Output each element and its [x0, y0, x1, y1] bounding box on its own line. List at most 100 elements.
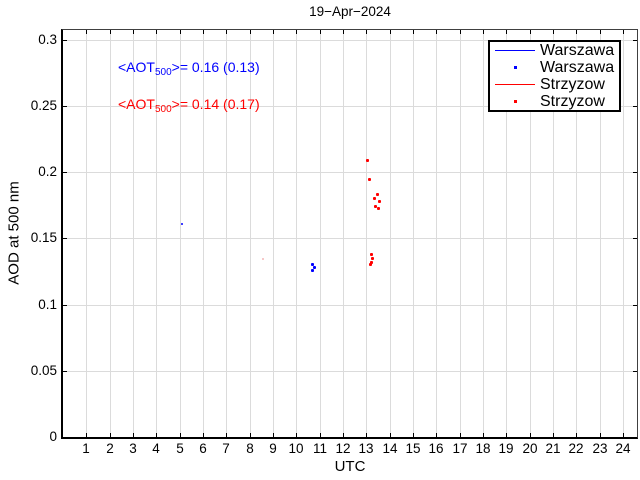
data-point — [374, 205, 378, 209]
data-point — [313, 266, 317, 270]
gridline — [63, 171, 637, 173]
data-point — [377, 200, 381, 204]
x-tick-mark — [482, 433, 484, 437]
x-tick-label: 5 — [176, 441, 184, 456]
y-tick-label: 0.05 — [30, 363, 57, 378]
x-tick-label: 17 — [452, 441, 468, 456]
gridline — [552, 30, 554, 437]
y-tick-mark — [63, 370, 67, 372]
legend-label: Warszawa — [540, 41, 615, 59]
y-tick-mark — [63, 171, 67, 173]
x-tick-mark — [552, 30, 554, 34]
x-tick-mark — [459, 30, 461, 34]
gridline — [63, 370, 637, 372]
x-tick-label: 21 — [545, 441, 561, 456]
gridline — [63, 237, 637, 239]
y-tick-mark — [633, 171, 637, 173]
x-tick-label: 23 — [592, 441, 608, 456]
y-tick-mark — [63, 304, 67, 306]
x-tick-mark — [529, 30, 531, 34]
x-tick-mark — [365, 30, 367, 34]
x-tick-label: 19 — [498, 441, 514, 456]
legend-dot-icon — [513, 100, 517, 103]
gridline — [63, 304, 637, 306]
x-tick-label: 7 — [222, 441, 230, 456]
x-tick-mark — [435, 433, 437, 437]
x-tick-mark — [249, 433, 251, 437]
gridline — [249, 30, 251, 437]
legend-line-sample — [490, 50, 540, 51]
data-point — [367, 177, 371, 181]
legend-dot-sample — [490, 100, 540, 103]
gridline — [622, 30, 624, 437]
gridline — [225, 30, 227, 437]
annotation-text: <AOT — [118, 96, 155, 112]
x-tick-mark — [389, 433, 391, 437]
legend-line-icon — [495, 84, 535, 85]
x-tick-label: 22 — [568, 441, 584, 456]
annotation-text: >= 0.16 (0.13) — [171, 59, 260, 75]
x-tick-mark — [109, 30, 111, 34]
legend-entry: Warszawa — [490, 58, 619, 76]
legend-entry: Strzyzow — [490, 93, 619, 110]
x-tick-mark — [295, 433, 297, 437]
x-tick-label: 12 — [335, 441, 351, 456]
gridline — [365, 30, 367, 437]
x-tick-mark — [622, 433, 624, 437]
x-tick-mark — [575, 433, 577, 437]
gridline — [272, 30, 274, 437]
x-tick-label: 8 — [246, 441, 254, 456]
data-point — [371, 256, 375, 260]
plot-area: <AOT500>= 0.16 (0.13) <AOT500>= 0.14 (0.… — [61, 29, 638, 439]
data-point — [369, 252, 373, 256]
data-point — [261, 258, 264, 261]
legend-entry: Warszawa — [490, 41, 619, 59]
gridline — [85, 30, 87, 437]
data-point — [368, 263, 372, 266]
legend-line-icon — [495, 50, 535, 51]
x-tick-label: 4 — [152, 441, 160, 456]
legend-dot-icon — [513, 66, 517, 69]
x-tick-mark — [85, 30, 87, 34]
data-point — [180, 222, 183, 225]
x-tick-mark — [272, 433, 274, 437]
gridline — [435, 30, 437, 437]
x-tick-mark — [505, 30, 507, 34]
y-tick-mark — [63, 105, 67, 107]
x-tick-mark — [132, 433, 134, 437]
gridline — [505, 30, 507, 437]
x-tick-mark — [412, 30, 414, 34]
x-tick-mark — [272, 30, 274, 34]
x-tick-mark — [225, 30, 227, 34]
annotation-warszawa-mean: <AOT500>= 0.16 (0.13) — [118, 59, 260, 81]
x-tick-mark — [389, 30, 391, 34]
tick-marks-layer — [63, 30, 637, 437]
legend-dot-sample — [490, 66, 540, 69]
x-tick-label: 6 — [199, 441, 207, 456]
gridline — [412, 30, 414, 437]
gridline — [575, 30, 577, 437]
y-tick-mark — [633, 105, 637, 107]
gridline — [342, 30, 344, 437]
x-tick-label: 15 — [405, 441, 421, 456]
x-tick-mark — [202, 433, 204, 437]
x-tick-mark — [482, 30, 484, 34]
y-tick-label: 0.25 — [30, 98, 57, 113]
x-tick-mark — [319, 30, 321, 34]
x-tick-label: 11 — [312, 441, 327, 456]
x-tick-mark — [552, 433, 554, 437]
annotation-subscript: 500 — [154, 104, 172, 115]
x-tick-mark — [249, 30, 251, 34]
data-point — [370, 260, 374, 264]
x-tick-mark — [365, 433, 367, 437]
data-point — [372, 196, 376, 200]
x-tick-mark — [622, 30, 624, 34]
y-tick-label: 0.15 — [30, 230, 57, 245]
x-tick-mark — [319, 433, 321, 437]
gridline — [132, 30, 134, 437]
legend-label: Warszawa — [540, 58, 615, 76]
gridline — [63, 105, 637, 107]
gridline — [319, 30, 321, 437]
y-tick-mark — [63, 39, 67, 41]
